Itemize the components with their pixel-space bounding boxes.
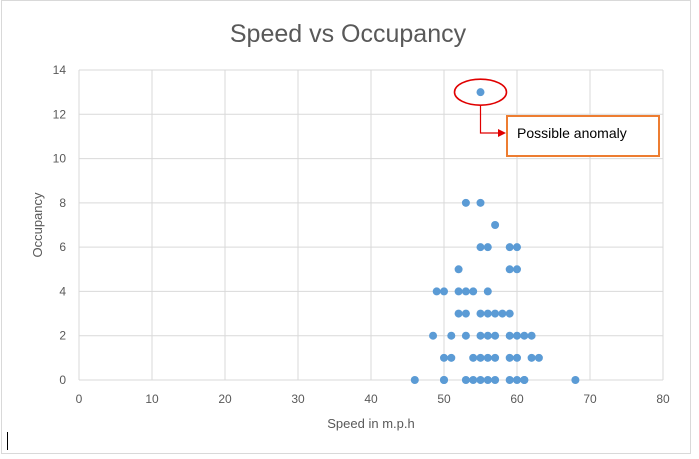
data-point <box>513 331 521 340</box>
data-point <box>476 243 485 252</box>
data-point <box>461 309 470 318</box>
data-point <box>513 353 521 362</box>
data-point <box>476 353 485 362</box>
data-point <box>505 353 514 362</box>
data-point <box>461 198 470 207</box>
data-point <box>505 265 514 274</box>
x-tick-label: 30 <box>291 392 305 406</box>
data-point <box>432 287 441 296</box>
y-tick-labels: 0 2 4 6 8 10 12 14 <box>53 63 67 387</box>
data-point <box>461 376 470 384</box>
anomaly-callout-box <box>506 115 660 157</box>
data-point <box>476 198 485 207</box>
data-point <box>527 353 536 362</box>
data-point <box>534 353 543 362</box>
data-point <box>527 331 536 340</box>
data-point <box>520 376 529 384</box>
y-tick-label: 4 <box>59 284 66 298</box>
data-point <box>498 309 507 318</box>
data-point <box>505 243 514 252</box>
data-point <box>469 287 478 296</box>
data-point <box>440 287 448 296</box>
data-point <box>454 309 463 318</box>
data-point <box>520 331 529 340</box>
data-point <box>491 331 500 340</box>
data-point <box>491 309 500 318</box>
y-tick-label: 0 <box>59 373 66 387</box>
data-point <box>483 353 492 362</box>
data-point <box>410 376 419 384</box>
y-axis-label: Occupancy <box>30 192 45 258</box>
data-point <box>440 376 448 384</box>
data-point <box>469 353 478 362</box>
y-tick-label: 6 <box>59 240 66 254</box>
data-point <box>461 331 470 340</box>
y-tick-label: 2 <box>59 329 66 343</box>
data-point <box>505 331 514 340</box>
data-point <box>440 353 448 362</box>
data-point <box>483 331 492 340</box>
data-point <box>513 243 521 252</box>
data-point <box>476 376 485 384</box>
data-point <box>571 376 580 384</box>
data-point <box>505 376 514 384</box>
anomaly-annotation: Possible anomaly <box>453 78 660 157</box>
data-point <box>483 243 492 252</box>
x-tick-labels: 0 10 20 30 40 50 60 70 80 <box>76 392 670 406</box>
x-axis-label: Speed in m.p.h <box>327 416 414 431</box>
x-tick-label: 40 <box>364 392 378 406</box>
data-point <box>491 221 500 229</box>
data-point <box>513 265 521 274</box>
y-tick-label: 8 <box>59 196 66 210</box>
y-tick-label: 10 <box>53 152 67 166</box>
data-point <box>454 287 463 296</box>
data-point <box>429 331 438 340</box>
data-points <box>410 88 580 384</box>
data-point <box>483 309 492 318</box>
data-point <box>447 353 456 362</box>
data-point <box>483 376 492 384</box>
data-point <box>476 331 485 340</box>
chart-title: Speed vs Occupancy <box>230 20 467 48</box>
x-tick-label: 50 <box>437 392 451 406</box>
y-tick-label: 12 <box>53 107 67 121</box>
gridlines <box>78 69 664 381</box>
data-point <box>461 287 470 296</box>
anomaly-arrowhead <box>498 129 506 137</box>
data-point <box>505 309 514 318</box>
x-tick-label: 20 <box>218 392 232 406</box>
anomaly-connector-line <box>479 105 499 134</box>
data-point <box>483 287 492 296</box>
data-point <box>447 331 456 340</box>
x-tick-label: 80 <box>656 392 670 406</box>
data-point <box>513 376 521 384</box>
anomaly-callout-text: Possible anomaly <box>517 125 627 141</box>
data-point <box>476 309 485 318</box>
text-cursor-mark <box>7 432 8 450</box>
data-point <box>476 88 485 97</box>
y-tick-label: 14 <box>53 63 67 77</box>
data-point <box>491 353 500 362</box>
x-tick-label: 0 <box>76 392 83 406</box>
data-point <box>491 376 500 384</box>
data-point <box>469 376 478 384</box>
data-point <box>454 265 463 274</box>
x-tick-label: 10 <box>145 392 159 406</box>
x-tick-label: 70 <box>583 392 597 406</box>
x-tick-label: 60 <box>510 392 524 406</box>
